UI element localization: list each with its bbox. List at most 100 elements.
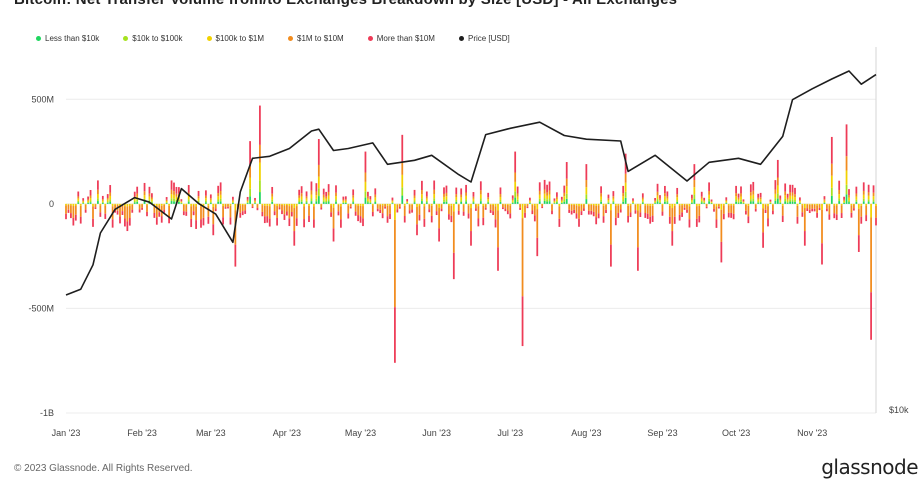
flow-bar-segment xyxy=(176,194,178,197)
flow-bar-segment xyxy=(782,216,784,222)
flow-bar-segment xyxy=(450,206,452,216)
flow-bar-segment xyxy=(446,193,448,196)
flow-bar-segment xyxy=(765,210,767,213)
flow-bar-segment xyxy=(315,201,317,203)
flow-bar-segment xyxy=(536,238,538,256)
flow-bar-segment xyxy=(612,198,614,200)
flow-bar-segment xyxy=(770,201,772,202)
flow-bar-segment xyxy=(446,196,448,199)
flow-bar-segment xyxy=(382,213,384,218)
flow-bar-segment xyxy=(831,176,833,188)
flow-bar-segment xyxy=(652,204,654,206)
flow-bar-segment xyxy=(792,185,794,193)
flow-bar-segment xyxy=(774,194,776,198)
flow-bar-segment xyxy=(215,209,217,212)
flow-bar-segment xyxy=(70,204,72,205)
flow-bar-segment xyxy=(676,194,678,197)
flow-bar-segment xyxy=(728,204,730,205)
flow-bar-segment xyxy=(387,206,389,216)
flow-bar-segment xyxy=(298,200,300,202)
flow-bar-segment xyxy=(254,201,256,202)
flow-bar-segment xyxy=(303,219,305,227)
flow-bar-segment xyxy=(657,192,659,196)
flow-bar-segment xyxy=(600,196,602,199)
flow-bar-segment xyxy=(745,211,747,215)
flow-bar-segment xyxy=(635,205,637,210)
flow-bar-segment xyxy=(276,218,278,226)
flow-bar-segment xyxy=(625,198,627,204)
flow-bar-segment xyxy=(286,205,288,211)
flow-bar-segment xyxy=(379,210,381,213)
flow-bar-segment xyxy=(414,195,416,198)
flow-bar-segment xyxy=(259,145,261,163)
flow-bar-segment xyxy=(482,206,484,218)
flow-bar-segment xyxy=(114,204,116,205)
flow-bar-segment xyxy=(296,218,298,226)
flow-bar-segment xyxy=(311,194,313,198)
flow-bar-segment xyxy=(735,193,737,196)
flow-bar-segment xyxy=(853,205,855,209)
flow-bar-segment xyxy=(99,212,101,217)
flow-bar-segment xyxy=(463,205,465,212)
flow-bar-segment xyxy=(554,203,556,204)
flow-bar-segment xyxy=(659,195,661,198)
flow-bar-segment xyxy=(723,214,725,219)
flow-bar-segment xyxy=(855,187,857,194)
flow-bar-segment xyxy=(657,199,659,201)
flow-bar-segment xyxy=(664,196,666,199)
flow-bar-segment xyxy=(291,205,293,212)
flow-bar-segment xyxy=(328,199,330,201)
flow-bar-segment xyxy=(593,204,595,205)
flow-bar-segment xyxy=(443,202,445,204)
flow-bar-segment xyxy=(423,204,425,206)
flow-bar-segment xyxy=(740,200,742,202)
flow-bar-segment xyxy=(865,215,867,221)
flow-bar-segment xyxy=(752,191,754,195)
flow-bar-segment xyxy=(767,206,769,218)
flow-bar-segment xyxy=(723,205,725,213)
flow-bar-segment xyxy=(107,202,109,203)
flow-bar-segment xyxy=(77,199,79,201)
flow-bar-segment xyxy=(838,190,840,194)
flow-bar-segment xyxy=(797,204,799,206)
flow-bar-segment xyxy=(134,192,136,197)
flow-bar-segment xyxy=(843,201,845,202)
flow-bar-segment xyxy=(855,200,857,202)
flow-bar-segment xyxy=(797,217,799,224)
flow-bar-segment xyxy=(814,209,816,212)
flow-bar-segment xyxy=(804,204,806,208)
flow-bar-segment xyxy=(291,212,293,216)
flow-bar-segment xyxy=(377,205,379,209)
flow-bar-segment xyxy=(210,203,212,204)
flow-bar-segment xyxy=(315,183,317,191)
flow-bar-segment xyxy=(644,213,646,218)
flow-bar-segment xyxy=(301,193,303,196)
flow-bar-segment xyxy=(851,213,853,218)
flow-bar-segment xyxy=(369,199,371,200)
flow-bar-segment xyxy=(556,192,558,197)
flow-bar-segment xyxy=(728,213,730,218)
flow-bar-segment xyxy=(622,200,624,202)
flow-bar-segment xyxy=(556,199,558,201)
flow-bar-segment xyxy=(247,200,249,201)
flow-bar-segment xyxy=(90,196,92,198)
flow-bar-segment xyxy=(517,200,519,202)
flow-bar-segment xyxy=(441,205,443,209)
flow-bar-segment xyxy=(873,202,875,204)
flow-bar-segment xyxy=(95,204,97,207)
flow-bar-segment xyxy=(102,196,104,199)
flow-bar-segment xyxy=(65,204,67,206)
flow-bar-segment xyxy=(200,206,202,219)
flow-bar-segment xyxy=(576,205,578,213)
flow-bar-segment xyxy=(173,201,175,204)
x-tick-label: Feb '23 xyxy=(127,428,157,438)
flow-bar-segment xyxy=(230,217,232,224)
flow-bar-segment xyxy=(301,196,303,199)
flow-bar-segment xyxy=(188,185,190,193)
flow-bar-segment xyxy=(657,184,659,192)
flow-bar-segment xyxy=(666,201,668,202)
flow-bar-segment xyxy=(85,205,87,210)
flow-bar-segment xyxy=(625,183,627,192)
flow-bar-segment xyxy=(193,211,195,215)
flow-bar-segment xyxy=(819,204,821,205)
